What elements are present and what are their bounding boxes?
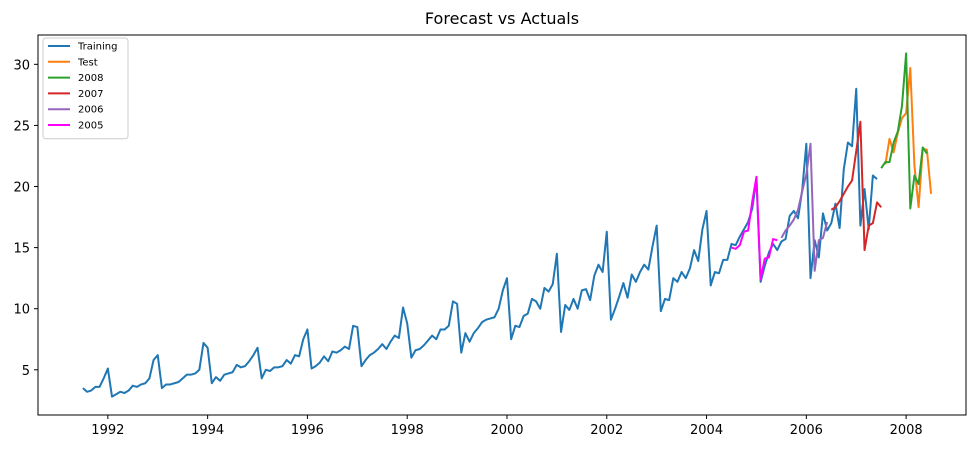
x-tick-label: 2004	[690, 423, 723, 438]
legend-item: Test	[48, 57, 98, 68]
x-tick-label: 1996	[291, 423, 324, 438]
y-tick-label: 30	[13, 58, 30, 73]
legend-label: Test	[77, 57, 98, 68]
legend-label: 2005	[78, 121, 103, 132]
series-line-2005	[731, 175, 778, 281]
x-tick-label: 1998	[391, 423, 424, 438]
plot-frame	[37, 34, 967, 416]
x-tick-label: 1994	[191, 423, 224, 438]
y-tick-label: 10	[13, 303, 30, 318]
legend-box	[42, 37, 129, 140]
chart-title: Forecast vs Actuals	[425, 9, 579, 28]
series-line-2007	[830, 120, 882, 252]
series-line-2006	[780, 142, 829, 272]
y-tick-label: 25	[13, 119, 30, 134]
y-tick-label: 15	[13, 242, 30, 257]
legend-item: 2005	[48, 121, 103, 132]
legend-item: 2006	[48, 105, 103, 116]
series-line-2008	[880, 52, 928, 210]
legend-item: Training	[48, 42, 117, 53]
legend-label: 2007	[78, 89, 103, 100]
x-tick-label: 2006	[790, 423, 823, 438]
legend-label: 2006	[78, 105, 103, 116]
series-line-training	[82, 87, 878, 398]
legend-label: 2008	[78, 73, 103, 84]
legend: Training Test 2008 2007 2006 2005	[42, 37, 129, 140]
x-tick-label: 1992	[91, 423, 124, 438]
x-axis: 1992 1994 1996 1998 2000 2002 2004 2006 2008	[91, 415, 923, 438]
y-axis: 5 10 15 20 25 30	[13, 58, 38, 379]
legend-item: 2007	[48, 89, 103, 100]
legend-label: Training	[77, 42, 117, 53]
y-tick-label: 20	[13, 181, 30, 196]
legend-item: 2008	[48, 73, 103, 84]
series-layer	[82, 52, 933, 398]
x-tick-label: 2002	[590, 423, 623, 438]
x-tick-label: 2000	[490, 423, 523, 438]
y-tick-label: 5	[22, 364, 30, 379]
x-tick-label: 2008	[890, 423, 923, 438]
